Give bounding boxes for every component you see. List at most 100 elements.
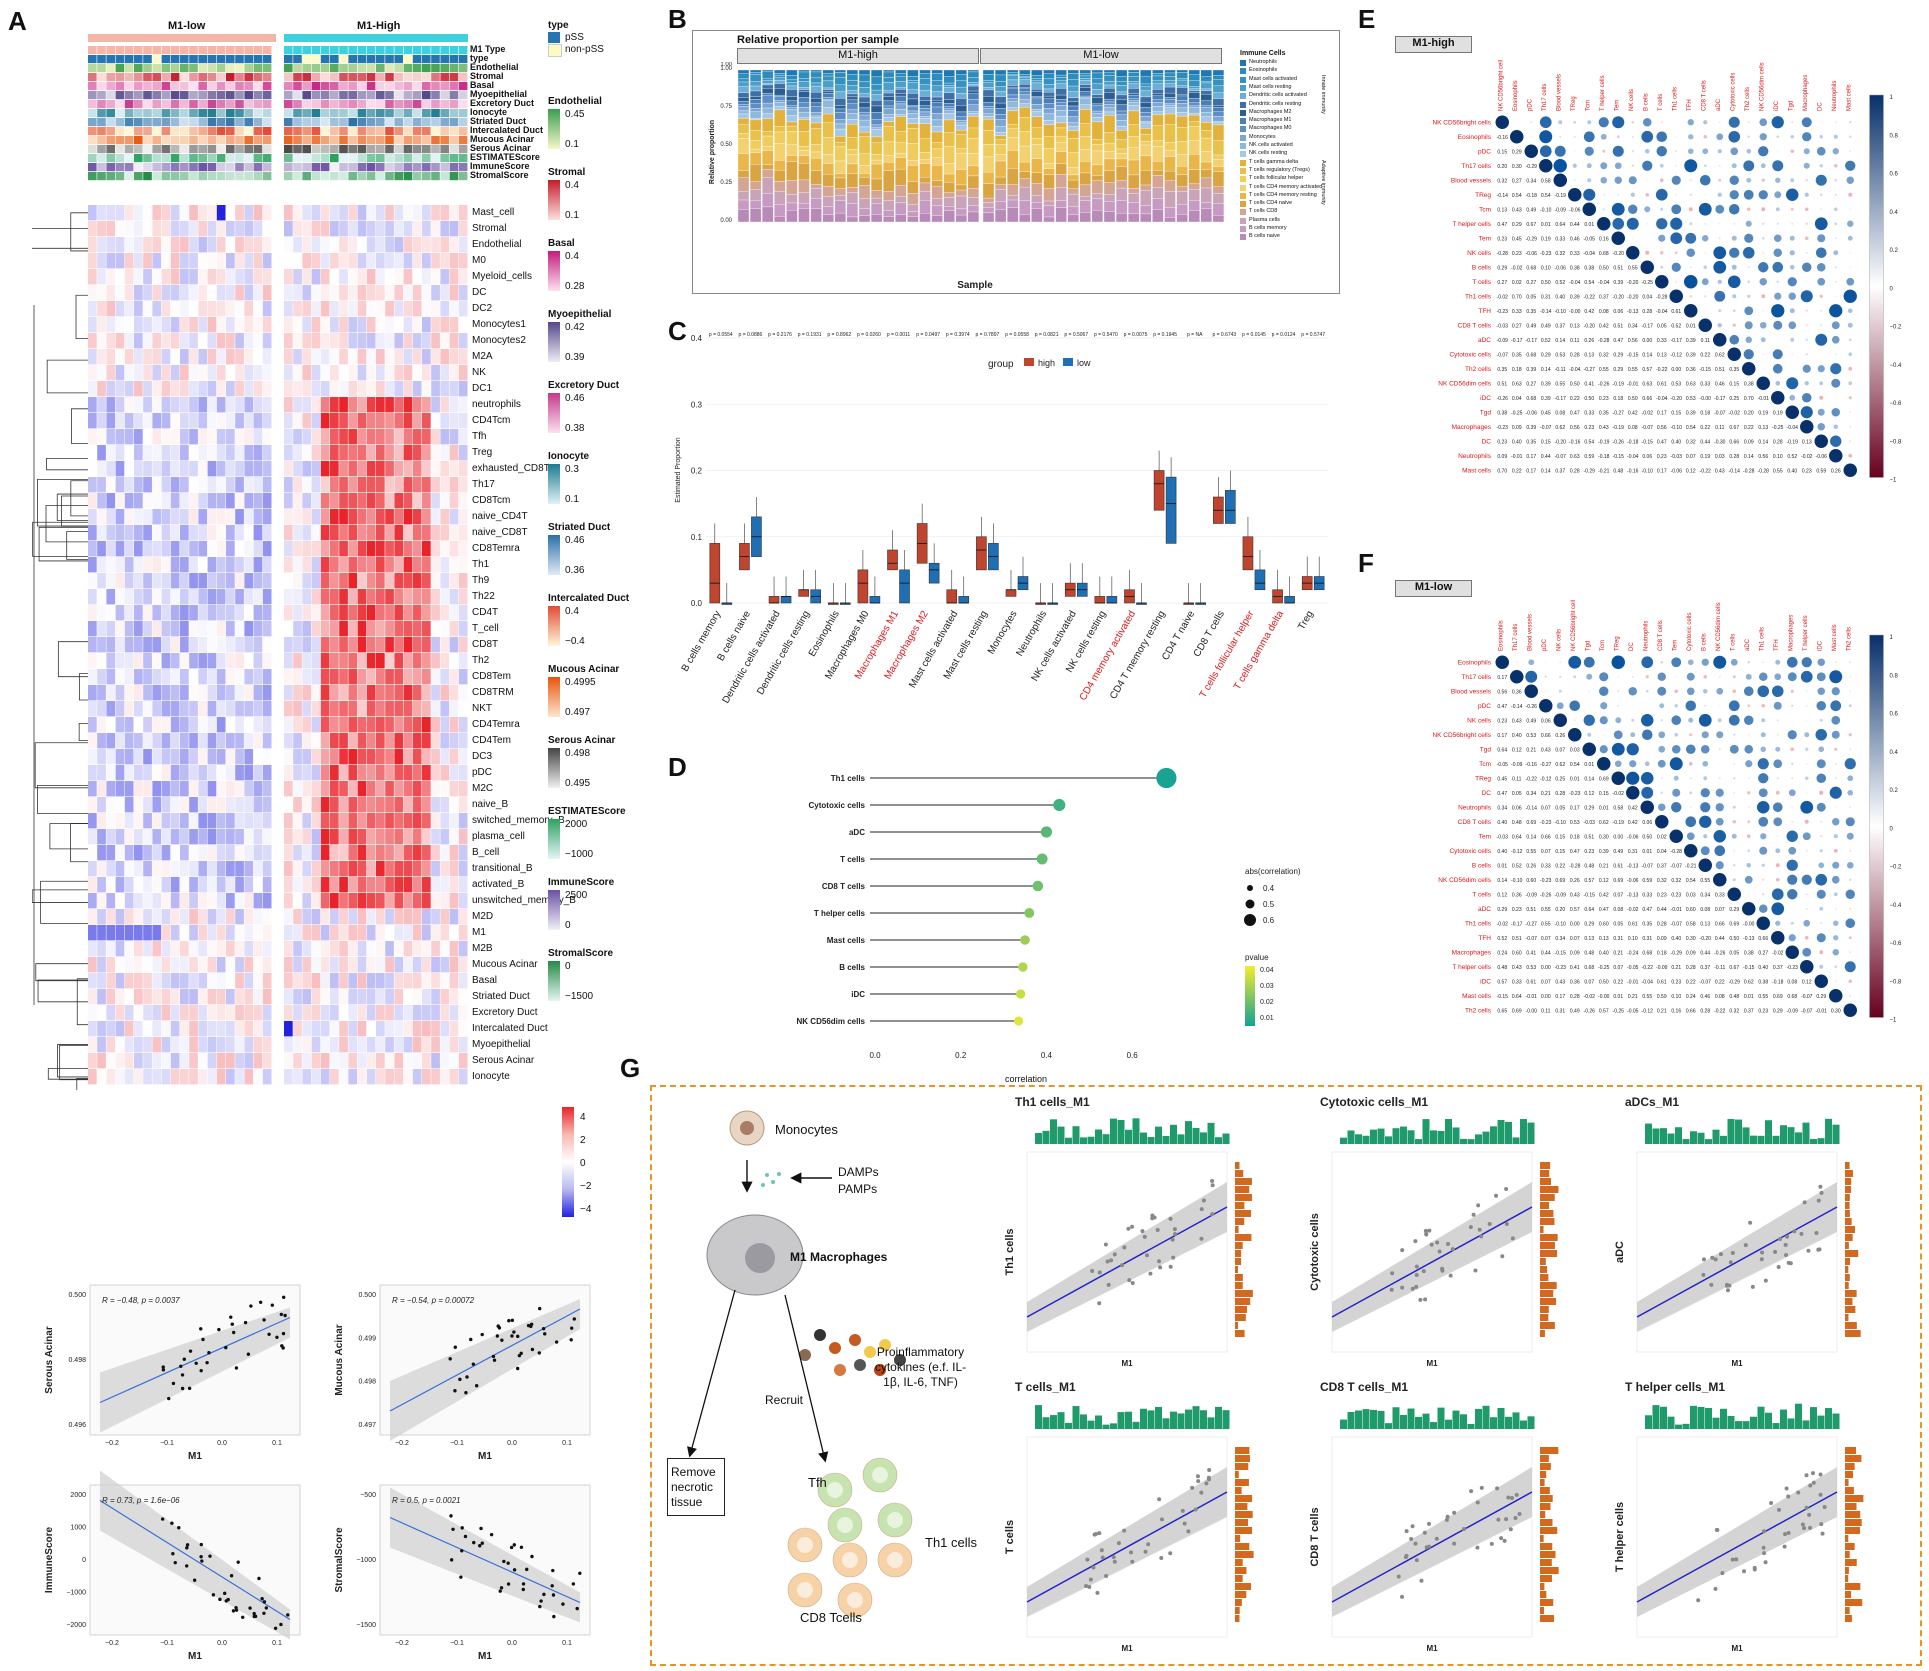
stacked-segment <box>786 82 798 87</box>
stacked-segment <box>786 125 798 132</box>
corr-circle <box>1834 193 1837 196</box>
heatmap-cell <box>440 925 450 941</box>
scatter-point <box>199 1555 203 1559</box>
annotation-cell <box>385 154 394 163</box>
heatmap-cell <box>330 717 339 733</box>
heatmap-cell <box>253 669 263 685</box>
heatmap-cell <box>244 1069 254 1085</box>
heatmap-cell <box>226 317 235 333</box>
heatmap-cell <box>376 893 385 909</box>
scatter-point <box>234 1605 238 1610</box>
heatmap-cell <box>124 253 134 269</box>
heatmap-cell <box>376 573 385 589</box>
heatmap-cell <box>385 989 394 1005</box>
heatmap-cell <box>330 621 339 637</box>
annotation-cell <box>320 163 330 172</box>
heatmap-cell <box>422 493 431 509</box>
corr-circle <box>1849 251 1852 254</box>
heatmap-cell <box>440 493 450 509</box>
y-tick: 0.25 <box>720 180 732 186</box>
corr-value: -0.04 <box>1656 309 1668 315</box>
heatmap-cell <box>348 365 358 381</box>
stacked-segment <box>1091 175 1104 181</box>
stacked-segment <box>1115 81 1128 86</box>
heatmap-cell <box>106 525 116 541</box>
heatmap-cell <box>207 909 217 925</box>
heatmap-cell <box>458 877 468 893</box>
stacked-segment <box>737 106 750 112</box>
annotation-cell <box>189 154 198 163</box>
annotation-cell <box>449 55 459 64</box>
heatmap-cell <box>235 301 244 317</box>
annotation-cell <box>422 145 431 154</box>
corr-circle <box>1646 237 1649 240</box>
heatmap-cell <box>293 221 302 237</box>
heatmap-cell <box>152 525 162 541</box>
stacked-segment <box>931 142 943 150</box>
stacked-segment <box>762 80 774 84</box>
heatmap-cell <box>376 541 385 557</box>
heatmap-cell <box>189 685 198 701</box>
annotation-cell <box>394 109 403 118</box>
stacked-legend-swatch <box>1240 126 1246 133</box>
heatmap-cell <box>106 957 116 973</box>
scatter-point <box>199 1327 203 1331</box>
annotation-cell <box>320 73 330 82</box>
stacked-segment <box>870 159 883 165</box>
heatmap-cell <box>302 461 312 477</box>
heatmap-cell <box>170 269 180 285</box>
stacked-legend-swatch <box>1240 167 1246 174</box>
stacked-segment <box>834 105 846 110</box>
stacked-segment <box>749 119 762 131</box>
corr-circle <box>1689 294 1693 298</box>
heatmap-cell <box>170 605 180 621</box>
y-tick: 0.4 <box>691 334 703 343</box>
stacked-segment <box>834 98 846 106</box>
heatmap-cell <box>235 541 244 557</box>
scatter-point <box>179 1364 183 1368</box>
heatmap-cell <box>320 349 330 365</box>
heatmap-cell <box>262 685 272 701</box>
heatmap-cell <box>244 525 254 541</box>
heatmap-cell <box>394 909 404 925</box>
y-tick: −2000 <box>66 1622 86 1629</box>
heatmap-cell <box>97 733 106 749</box>
stacked-segment <box>1007 87 1019 89</box>
heatmap-cell <box>394 813 404 829</box>
heatmap-cell <box>226 877 235 893</box>
heatmap-cell <box>189 653 198 669</box>
stacked-segment <box>798 97 810 103</box>
heatmap-cell <box>422 941 431 957</box>
heatmap-cell <box>330 301 339 317</box>
stacked-segment <box>1043 136 1055 149</box>
annotation-cell <box>134 127 143 136</box>
heatmap-cell <box>189 701 198 717</box>
annotation-cell <box>357 127 367 136</box>
stacked-segment <box>1067 97 1079 103</box>
heatmap-cell <box>394 605 404 621</box>
stacked-segment <box>1188 200 1200 211</box>
heatmap-cell <box>189 1069 198 1085</box>
heatmap-cell <box>226 893 235 909</box>
stacked-segment <box>1007 74 1019 77</box>
scatter-point <box>512 1543 517 1547</box>
annotation-cell <box>311 145 321 154</box>
stacked-segment <box>774 126 786 133</box>
heatmap-cell <box>330 669 339 685</box>
heatmap-cell <box>97 365 106 381</box>
stacked-segment <box>737 209 750 223</box>
stacked-segment <box>1164 103 1176 106</box>
heatmap-cell <box>357 445 367 461</box>
annotation-cell <box>235 73 244 82</box>
corr-circle <box>1731 235 1737 241</box>
corr-circle <box>1600 133 1607 140</box>
heatmap-cell <box>440 477 450 493</box>
stacked-segment <box>834 69 846 73</box>
corr-circle <box>1849 150 1852 153</box>
heatmap-cell <box>385 461 394 477</box>
annotation-label: Striated Duct <box>470 116 527 126</box>
heatmap-cell <box>198 909 208 925</box>
corr-circle <box>1759 133 1767 141</box>
corr-value: -0.30 <box>1714 439 1726 445</box>
annotation-cell <box>403 145 413 154</box>
